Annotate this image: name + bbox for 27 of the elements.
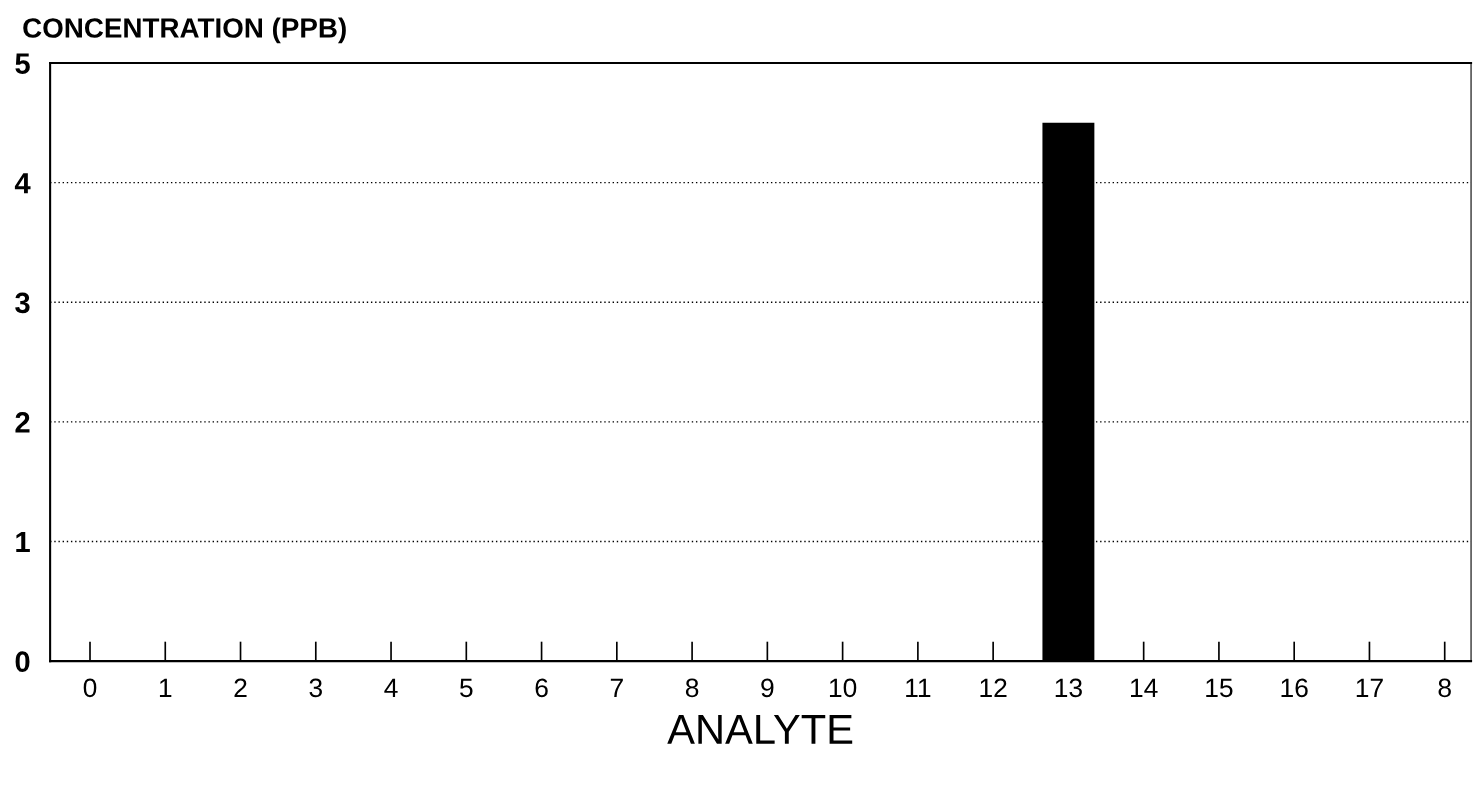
x-tick-label: 5 (460, 678, 473, 698)
x-tick-label: 8 (685, 678, 699, 698)
x-axis-title: ANALYTE (667, 715, 853, 744)
x-tick-label: 9 (761, 678, 774, 698)
x-tick-label: 2 (234, 678, 247, 697)
x-tick-label: 15 (1206, 678, 1233, 698)
x-tick-label: 6 (535, 678, 548, 698)
x-tick-label: 1 (159, 678, 172, 697)
x-tick-label: 12 (980, 678, 1007, 697)
y-tick-label: 5 (15, 53, 30, 74)
x-tick-label: 11 (906, 678, 931, 697)
x-tick-label: 16 (1281, 678, 1308, 698)
y-tick-label: 4 (14, 173, 31, 194)
x-tick-label: 17 (1356, 678, 1383, 697)
x-tick-label: 7 (610, 678, 623, 697)
y-tick-label: 2 (15, 412, 30, 433)
x-tick-label: 14 (1131, 678, 1158, 697)
y-axis-title: CONCENTRATION (PPB) (23, 17, 346, 44)
x-tick-label: 0 (83, 678, 97, 698)
y-tick-label: 3 (15, 292, 30, 314)
x-tick-label: 13 (1055, 678, 1082, 698)
x-tick-label: 3 (309, 678, 322, 698)
x-tick-label: 10 (829, 678, 857, 698)
y-tick-label: 0 (15, 651, 30, 672)
y-tick-label: 1 (16, 532, 30, 553)
x-tick-label: 8 (1438, 678, 1451, 698)
x-tick-label: 4 (384, 678, 398, 697)
